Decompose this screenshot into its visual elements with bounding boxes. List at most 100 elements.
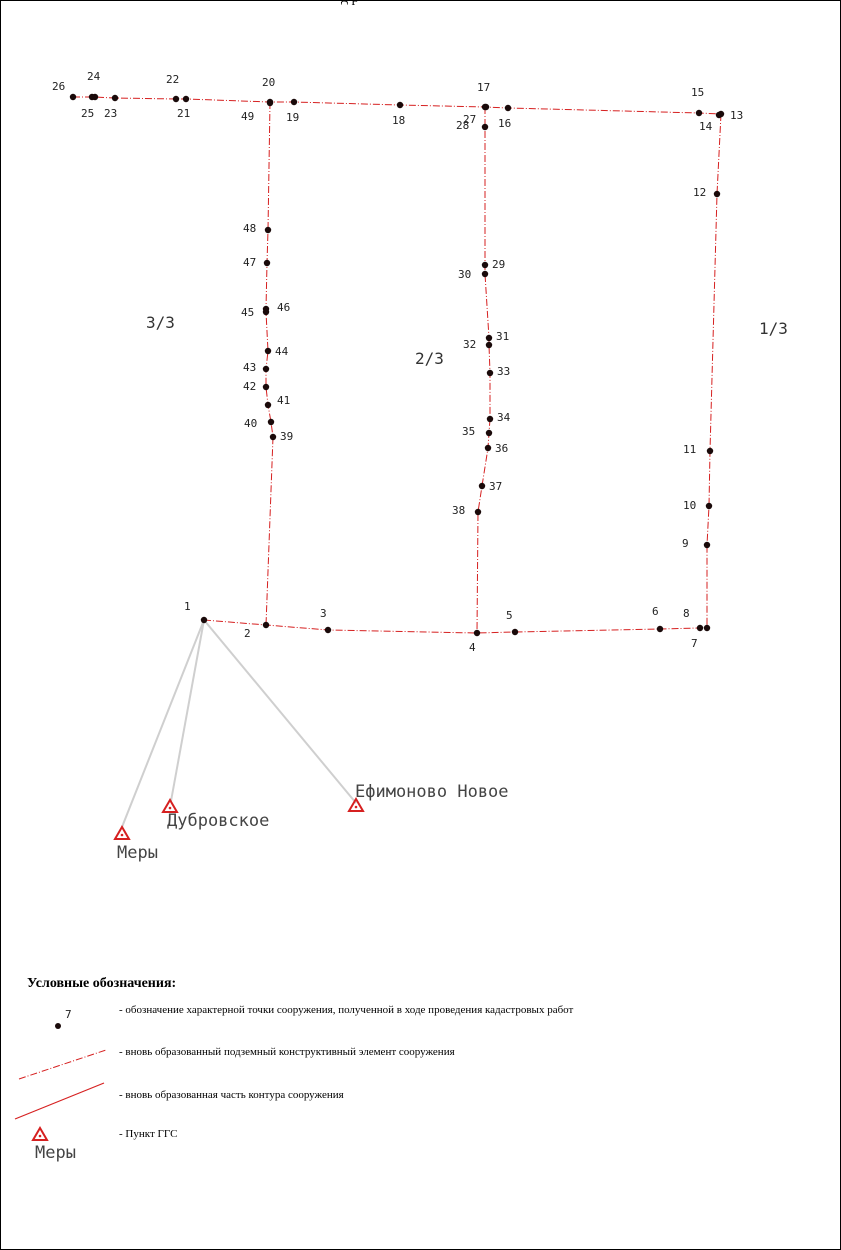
point-label-22: 22	[166, 73, 179, 86]
point-label-3: 3	[320, 607, 327, 620]
ray-to-mery	[121, 619, 205, 828]
point-label-23: 23	[104, 107, 117, 120]
point-label-38: 38	[452, 504, 465, 517]
legend-ggs-triangle-icon	[31, 1126, 49, 1141]
point-41	[264, 401, 272, 409]
ggs-triangle-center-icon	[168, 806, 172, 810]
point-15	[695, 109, 703, 117]
point-19	[290, 98, 298, 106]
point-label-33: 33	[497, 365, 510, 378]
ray-to-efimonovo	[203, 619, 357, 804]
point-44	[264, 347, 272, 355]
point-labels: 1 2 3 4 5 6 7 8 9 10 11 12 13 14 15 16 1…	[52, 70, 743, 654]
header-title: д р	[341, 1, 359, 7]
point-22	[172, 95, 180, 103]
point-42	[262, 383, 270, 391]
ggs-label-dubrovskoe: Дубровское	[167, 811, 269, 831]
point-label-1: 1	[184, 600, 191, 613]
point-label-12: 12	[693, 186, 706, 199]
legend-contour-line-sample	[14, 1082, 105, 1120]
ggs-triangle-icon	[347, 797, 365, 812]
point-2	[262, 621, 270, 629]
point-label-18: 18	[392, 114, 405, 127]
legend-item-contour: - вновь образованная часть контура соору…	[119, 1089, 344, 1101]
point-label-35: 35	[462, 425, 475, 438]
point-9	[703, 541, 711, 549]
point-30	[481, 270, 489, 278]
contour-left	[265, 101, 274, 626]
point-label-16: 16	[498, 117, 511, 130]
point-label-39: 39	[280, 430, 293, 443]
ggs-label-mery: Меры	[117, 843, 158, 863]
point-label-36: 36	[495, 442, 508, 455]
point-label-24: 24	[87, 70, 101, 83]
point-3	[324, 626, 332, 634]
point-8	[696, 624, 704, 632]
point-label-34: 34	[497, 411, 511, 424]
point-10	[705, 502, 713, 510]
legend-ggs-triangle-center-icon	[38, 1134, 42, 1138]
point-label-41: 41	[277, 394, 290, 407]
ggs-efimonovo: Ефимоново Новое	[347, 782, 509, 812]
point-label-17: 17	[477, 81, 490, 94]
legend-samples: 7 Меры	[14, 1008, 107, 1163]
ray-to-dubrovskoe	[170, 619, 205, 802]
point-12	[713, 190, 721, 198]
point-label-44: 44	[275, 345, 289, 358]
point-label-13: 13	[730, 109, 743, 122]
point-label-26: 26	[52, 80, 65, 93]
ggs-rays	[121, 619, 357, 828]
point-16	[504, 104, 512, 112]
point-31	[485, 334, 493, 342]
legend-point-sample	[55, 1023, 61, 1029]
point-1	[200, 616, 208, 624]
contour-bottom	[203, 619, 707, 634]
point-14	[715, 111, 723, 119]
contour-right	[706, 113, 722, 628]
ggs-triangle-icon	[113, 825, 131, 840]
point-label-4: 4	[469, 641, 476, 654]
point-label-14: 14	[699, 120, 713, 133]
point-40	[267, 418, 275, 426]
point-label-49: 49	[241, 110, 254, 123]
point-label-46: 46	[277, 301, 290, 314]
point-32	[485, 341, 493, 349]
point-label-6: 6	[652, 605, 659, 618]
zone-label-3-3: 3/3	[146, 313, 175, 332]
point-18	[396, 101, 404, 109]
point-48	[264, 226, 272, 234]
point-label-15: 15	[691, 86, 704, 99]
point-label-31: 31	[496, 330, 509, 343]
point-7	[703, 624, 711, 632]
point-label-37: 37	[489, 480, 502, 493]
point-34	[486, 415, 494, 423]
point-39	[269, 433, 277, 441]
legend-item-point: - обозначение характерной точки сооружен…	[119, 1004, 574, 1016]
point-4	[473, 629, 481, 637]
point-label-25: 25	[81, 107, 94, 120]
point-label-47: 47	[243, 256, 256, 269]
point-26	[69, 93, 77, 101]
point-label-7: 7	[691, 637, 698, 650]
point-label-8: 8	[683, 607, 690, 620]
point-38	[474, 508, 482, 516]
point-label-27: 27	[463, 113, 476, 126]
point-label-32: 32	[463, 338, 476, 351]
point-49	[266, 99, 274, 107]
point-28	[481, 123, 489, 131]
point-37	[478, 482, 486, 490]
point-label-20: 20	[262, 76, 275, 89]
point-label-28: 28	[456, 119, 469, 132]
ggs-triangle-center-icon	[354, 805, 358, 809]
point-label-30: 30	[458, 268, 471, 281]
contour-middle	[476, 107, 491, 634]
point-label-29: 29	[492, 258, 505, 271]
point-27	[482, 103, 490, 111]
ggs-mery: Меры	[113, 825, 158, 863]
point-21	[182, 95, 190, 103]
point-6	[656, 625, 664, 633]
ggs-dubrovskoe: Дубровское	[161, 798, 269, 831]
point-29	[481, 261, 489, 269]
point-label-45: 45	[241, 306, 254, 319]
